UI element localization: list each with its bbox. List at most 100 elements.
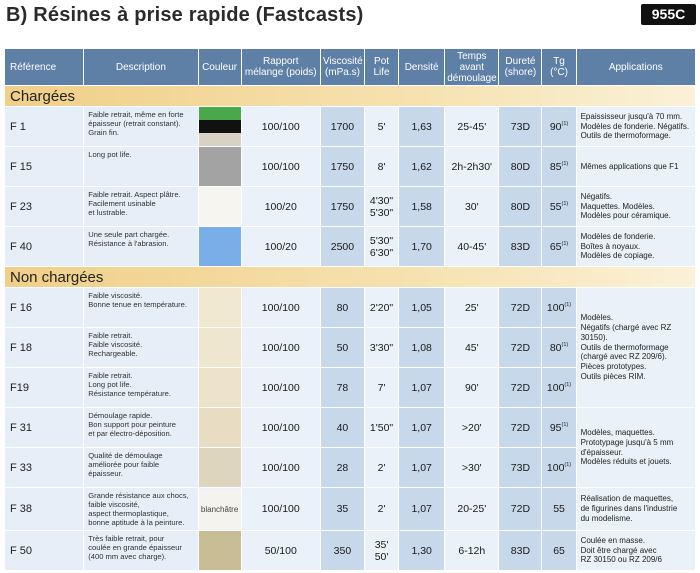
applications-cell: Réalisation de maquettes, de figurines da…	[576, 488, 695, 530]
table-row: F 31 Démoulage rapide. Bon support pour pe…	[5, 408, 695, 487]
potlife-cell: 2'	[365, 448, 399, 487]
ref-cell: F 1	[5, 107, 84, 146]
viscosity-cell: 2500	[320, 227, 364, 266]
demold-cell: >30'	[445, 448, 499, 487]
table-row: F 1 Faible retrait, même en forte épaisseu…	[5, 107, 695, 146]
desc-cell: Grande résistance aux chocs, faible visco…	[84, 488, 198, 530]
viscosity-cell: 28	[320, 448, 364, 487]
hardness-cell: 83D	[499, 531, 542, 570]
header-row: Référence Description Couleur Rapport mélan…	[5, 49, 695, 85]
density-cell: 1,07	[399, 488, 445, 530]
potlife-cell: 4'30" 5'30"	[365, 187, 399, 226]
applications-cell: Négatifs. Maquettes. Modèles. Modèles pour…	[576, 187, 695, 226]
demold-cell: 6-12h	[445, 531, 499, 570]
column-header: Temps avant démoulage	[445, 49, 499, 85]
color-swatch	[198, 107, 241, 146]
demold-cell: 20-25'	[445, 488, 499, 530]
ref-cell: F 40	[5, 227, 84, 266]
hardness-cell: 72D	[499, 488, 542, 530]
potlife-cell: 5'	[365, 107, 399, 146]
table-row: F 33 Qualité de démoulage améliorée pour f…	[5, 448, 695, 487]
ratio-cell: 100/100	[241, 107, 320, 146]
potlife-cell: 8'	[365, 147, 399, 186]
color-swatch	[198, 531, 241, 570]
ratio-cell: 100/20	[241, 227, 320, 266]
potlife-cell: 2'20"	[365, 288, 399, 327]
desc-cell: Faible retrait. Aspect plâtre. Facilement…	[84, 187, 198, 226]
color-swatch	[198, 288, 241, 327]
desc-cell: Long pot life.	[84, 147, 198, 186]
potlife-cell: 7'	[365, 368, 399, 407]
color-swatch	[198, 187, 241, 226]
hardness-cell: 73D	[499, 448, 542, 487]
density-cell: 1,05	[399, 288, 445, 327]
table-row: F 50 Très faible retrait, pour coulée en g…	[5, 531, 695, 570]
ref-cell: F 33	[5, 448, 84, 487]
hardness-cell: 80D	[499, 187, 542, 226]
viscosity-cell: 78	[320, 368, 364, 407]
table-row: F 18 Faible retrait. Faible viscosité. Rech…	[5, 328, 695, 367]
ratio-cell: 100/100	[241, 368, 320, 407]
ref-cell: F 18	[5, 328, 84, 367]
applications-cell: Mêmes applications que F1	[576, 147, 695, 186]
density-cell: 1,58	[399, 187, 445, 226]
density-cell: 1,30	[399, 531, 445, 570]
viscosity-cell: 1750	[320, 147, 364, 186]
ratio-cell: 100/100	[241, 408, 320, 447]
color-swatch	[198, 448, 241, 487]
ratio-cell: 50/100	[241, 531, 320, 570]
column-header: Référence	[5, 49, 84, 85]
applications-cell: Modèles, maquettes. Prototypage jusqu'à 5…	[576, 408, 695, 487]
density-cell: 1,07	[399, 408, 445, 447]
page-title: B) Résines à prise rapide (Fastcasts)	[6, 4, 364, 26]
ref-cell: F 23	[5, 187, 84, 226]
desc-cell: Faible retrait, même en forte épaisseur (…	[84, 107, 198, 146]
table-row: F 15 Long pot life. 100/100 1750 8' 1,62 2h-2h…	[5, 147, 695, 186]
table-row: F 38 Grande résistance aux chocs, faible v…	[5, 488, 695, 530]
hardness-cell: 80D	[499, 147, 542, 186]
desc-cell: Démoulage rapide. Bon support pour peintu…	[84, 408, 198, 447]
ratio-cell: 100/100	[241, 288, 320, 327]
table-row: F 16 Faible viscosité. Bonne tenue en temp…	[5, 288, 695, 407]
viscosity-cell: 40	[320, 408, 364, 447]
applications-cell: Modèles de fonderie. Boîtes à noyaux. Modè…	[576, 227, 695, 266]
potlife-cell: 5'30" 6'30"	[365, 227, 399, 266]
color-swatch: blanchâtre	[198, 488, 241, 530]
viscosity-cell: 1750	[320, 187, 364, 226]
tg-cell: 65(1)	[542, 227, 576, 266]
tg-cell: 55(1)	[542, 187, 576, 226]
hardness-cell: 72D	[499, 288, 542, 327]
column-header: Densité	[399, 49, 445, 85]
desc-cell: Qualité de démoulage améliorée pour faibl…	[84, 448, 198, 487]
density-cell: 1,70	[399, 227, 445, 266]
viscosity-cell: 1700	[320, 107, 364, 146]
density-cell: 1,08	[399, 328, 445, 367]
demold-cell: 40-45'	[445, 227, 499, 266]
ref-cell: F 31	[5, 408, 84, 447]
density-cell: 1,62	[399, 147, 445, 186]
hardness-cell: 73D	[499, 107, 542, 146]
tg-cell: 100(1)	[542, 288, 576, 327]
column-header: Dureté (shore)	[499, 49, 542, 85]
applications-cell: Modèles. Négatifs (chargé avec RZ 30150).…	[576, 288, 695, 407]
hardness-cell: 83D	[499, 227, 542, 266]
column-header: Tg (°C)	[542, 49, 576, 85]
ratio-cell: 100/20	[241, 187, 320, 226]
hardness-cell: 72D	[499, 328, 542, 367]
table-row: F19 Faible retrait. Long pot life. Résistan…	[5, 368, 695, 407]
tg-cell: 95(1)	[542, 408, 576, 447]
demold-cell: 25'	[445, 288, 499, 327]
applications-cell: Epaississeur jusqu'à 70 mm. Modèles de fo…	[576, 107, 695, 146]
section-title: Chargées	[5, 86, 695, 106]
column-header: Couleur	[198, 49, 241, 85]
hardness-cell: 72D	[499, 408, 542, 447]
demold-cell: >20'	[445, 408, 499, 447]
viscosity-cell: 35	[320, 488, 364, 530]
density-cell: 1,07	[399, 448, 445, 487]
demold-cell: 90'	[445, 368, 499, 407]
tg-cell: 90(1)	[542, 107, 576, 146]
potlife-cell: 1'50"	[365, 408, 399, 447]
desc-cell: Faible viscosité. Bonne tenue en températ…	[84, 288, 198, 327]
potlife-cell: 35' 50'	[365, 531, 399, 570]
column-header: Rapport mélange (poids)	[241, 49, 320, 85]
